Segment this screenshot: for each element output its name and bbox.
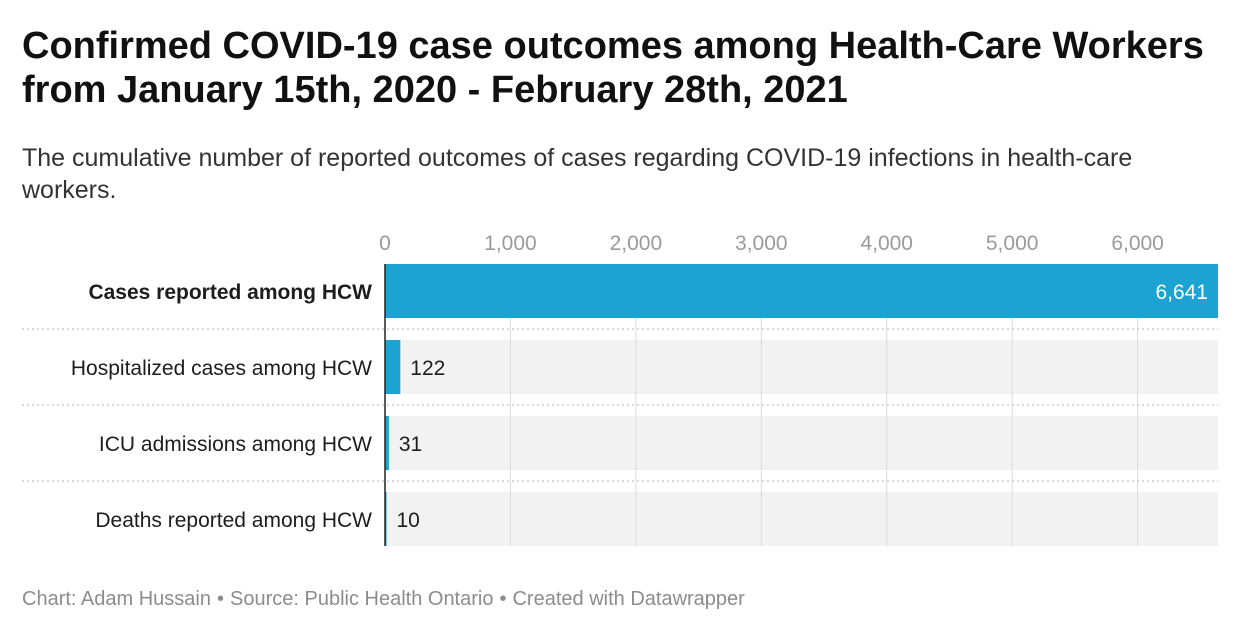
footer-credit: Chart: Adam Hussain: [22, 588, 211, 610]
value-label: 10: [397, 509, 420, 532]
x-tick-label: 3,000: [735, 232, 788, 255]
bar-chart-svg: 0 1,000 2,000 3,000 4,000 5,000 6,000 Cases rep…: [22, 232, 1218, 546]
category-label: Hospitalized cases among HCW: [71, 357, 372, 380]
x-tick-label: 1,000: [484, 232, 537, 255]
category-label: ICU admissions among HCW: [99, 433, 372, 456]
value-label: 122: [410, 357, 445, 380]
bar: [385, 264, 1218, 318]
bar-track: [385, 492, 1218, 546]
chart-title: Confirmed COVID-19 case outcomes among H…: [22, 25, 1204, 111]
footer-separator: •: [499, 588, 507, 610]
value-label: 6,641: [1155, 281, 1208, 304]
category-label: Cases reported among HCW: [88, 281, 372, 304]
footer-separator: •: [216, 588, 224, 610]
footer-source: Source: Public Health Ontario: [230, 588, 494, 610]
value-label: 31: [399, 433, 422, 456]
chart-subtitle: The cumulative number of reported outcom…: [22, 144, 1133, 204]
x-tick-label: 2,000: [610, 232, 663, 255]
bar: [385, 340, 401, 394]
x-tick-label: 6,000: [1111, 232, 1164, 255]
footer-tool: Created with Datawrapper: [512, 588, 745, 610]
x-tick-label: 5,000: [986, 232, 1039, 255]
chart-footer: Chart: Adam Hussain • Source: Public Healt…: [22, 586, 745, 612]
category-label: Deaths reported among HCW: [95, 509, 372, 532]
x-tick-label: 4,000: [860, 232, 913, 255]
bar-chart: 0 1,000 2,000 3,000 4,000 5,000 6,000 Cases rep…: [0, 220, 1240, 560]
bar-track: [385, 416, 1218, 470]
bar: [385, 416, 389, 470]
x-tick-label: 0: [379, 232, 391, 255]
bar-track: [385, 340, 1218, 394]
